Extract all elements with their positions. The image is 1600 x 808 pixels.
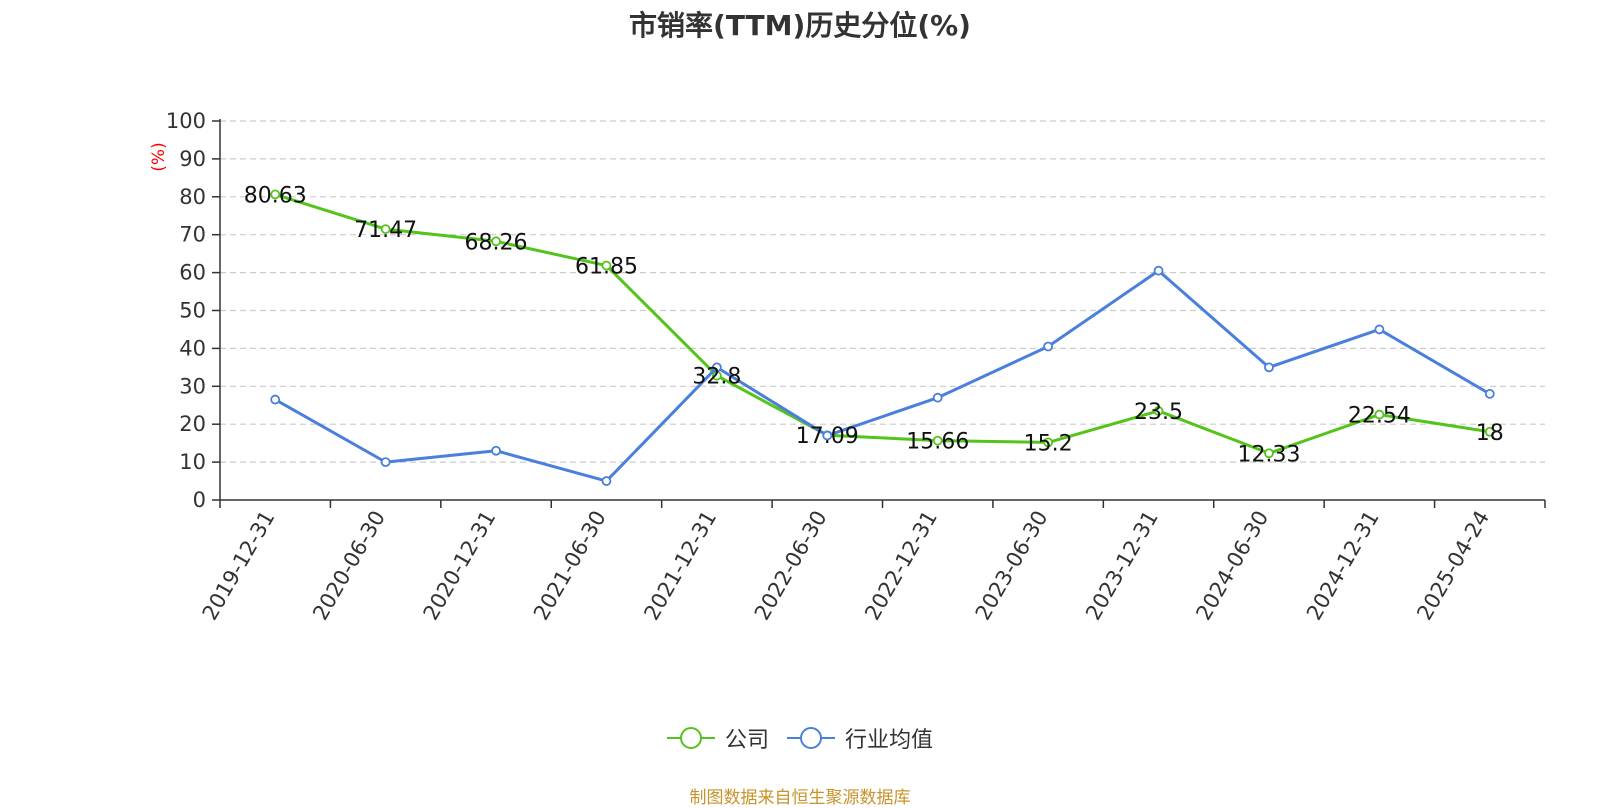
data-label-company: 80.63 bbox=[244, 183, 307, 208]
data-label-company: 23.5 bbox=[1134, 400, 1183, 425]
x-tick-label: 2021-12-31 bbox=[639, 507, 721, 625]
y-tick-label: 50 bbox=[179, 299, 206, 323]
point-industry bbox=[601, 476, 612, 486]
point-industry bbox=[491, 445, 501, 456]
x-tick-label: 2025-04-24 bbox=[1412, 507, 1494, 625]
series-line-industry bbox=[274, 269, 1491, 483]
point-company bbox=[1264, 448, 1274, 459]
x-tick-label: 2021-06-30 bbox=[529, 507, 611, 625]
point-company bbox=[1043, 437, 1054, 448]
point-industry bbox=[1153, 265, 1164, 276]
legend-item-company[interactable]: 公司 bbox=[666, 722, 769, 754]
y-tick-label: 40 bbox=[179, 336, 206, 360]
point-company bbox=[1153, 406, 1164, 416]
source-note: 制图数据来自恒生聚源数据库 bbox=[689, 788, 911, 808]
chart-title: 市销率(TTM)历史分位(%) bbox=[629, 9, 971, 42]
point-company bbox=[601, 260, 612, 271]
point-company bbox=[1374, 409, 1385, 420]
series-layer bbox=[270, 189, 1495, 486]
y-tick-label: 70 bbox=[179, 223, 206, 247]
x-tick-label: 2023-12-31 bbox=[1081, 507, 1163, 625]
legend-label-company: 公司 bbox=[724, 728, 769, 753]
y-tick-label: 90 bbox=[179, 147, 206, 171]
point-company bbox=[1484, 426, 1495, 437]
data-label-company: 32.8 bbox=[692, 365, 741, 390]
data-label-company: 12.33 bbox=[1237, 442, 1300, 467]
x-tick-label: 2024-12-31 bbox=[1302, 507, 1384, 625]
point-company bbox=[380, 224, 391, 235]
y-tick-label: 80 bbox=[179, 185, 206, 209]
y-tick-label: 60 bbox=[179, 261, 206, 285]
point-industry bbox=[1374, 324, 1385, 335]
point-company bbox=[270, 189, 281, 200]
legend: 公司 行业均值 bbox=[0, 722, 1600, 754]
data-label-company: 17.09 bbox=[796, 424, 859, 449]
x-tick-label: 2022-12-31 bbox=[860, 506, 942, 624]
y-tick-label: 20 bbox=[179, 412, 206, 436]
series-line-company bbox=[274, 192, 1491, 455]
point-industry bbox=[1264, 362, 1274, 373]
point-industry bbox=[932, 392, 943, 403]
x-tick-label: 2022-06-30 bbox=[750, 507, 832, 625]
y-tick-label: 30 bbox=[179, 374, 206, 398]
x-tick-label: 2024-06-30 bbox=[1191, 507, 1273, 625]
x-tick-label: 2023-06-30 bbox=[971, 507, 1053, 625]
y-tick-label: 100 bbox=[166, 109, 206, 133]
data-label-company: 15.2 bbox=[1024, 431, 1073, 456]
x-tick-label: 2019-12-31 bbox=[198, 507, 280, 625]
point-industry bbox=[270, 394, 281, 405]
data-label-company: 68.26 bbox=[465, 230, 528, 255]
y-axis-label: (%) bbox=[149, 142, 169, 171]
legend-industry-marker bbox=[787, 727, 835, 749]
data-label-company: 61.85 bbox=[575, 255, 638, 280]
point-industry bbox=[1484, 388, 1495, 399]
data-label-company: 18 bbox=[1476, 421, 1504, 446]
legend-company-marker bbox=[666, 727, 715, 749]
point-industry bbox=[711, 362, 722, 373]
data-label-company: 71.47 bbox=[354, 218, 417, 243]
point-industry bbox=[822, 430, 833, 441]
point-company bbox=[491, 236, 501, 247]
point-industry bbox=[380, 457, 391, 468]
x-tick-label: 2020-12-31 bbox=[419, 506, 501, 624]
y-tick-label: 0 bbox=[193, 488, 206, 512]
point-industry bbox=[1043, 341, 1054, 352]
legend-item-industry[interactable]: 行业均值 bbox=[787, 722, 933, 754]
data-labels: 80.63 71.47 68.26 61.85 32.8 17.09 15.66 15.2 23… bbox=[244, 183, 1504, 467]
data-label-company: 22.54 bbox=[1348, 404, 1411, 429]
x-tick-label: 2020-06-30 bbox=[308, 507, 390, 625]
grid-lines bbox=[220, 120, 1545, 463]
point-company bbox=[932, 435, 943, 446]
data-label-company: 15.66 bbox=[906, 430, 969, 455]
y-tick-label: 10 bbox=[179, 450, 206, 474]
axes: 0 10 20 30 40 50 60 70 80 90 100 (%) 2019-12-31 2020-… bbox=[149, 109, 1546, 625]
legend-label-industry: 行业均值 bbox=[845, 728, 934, 753]
